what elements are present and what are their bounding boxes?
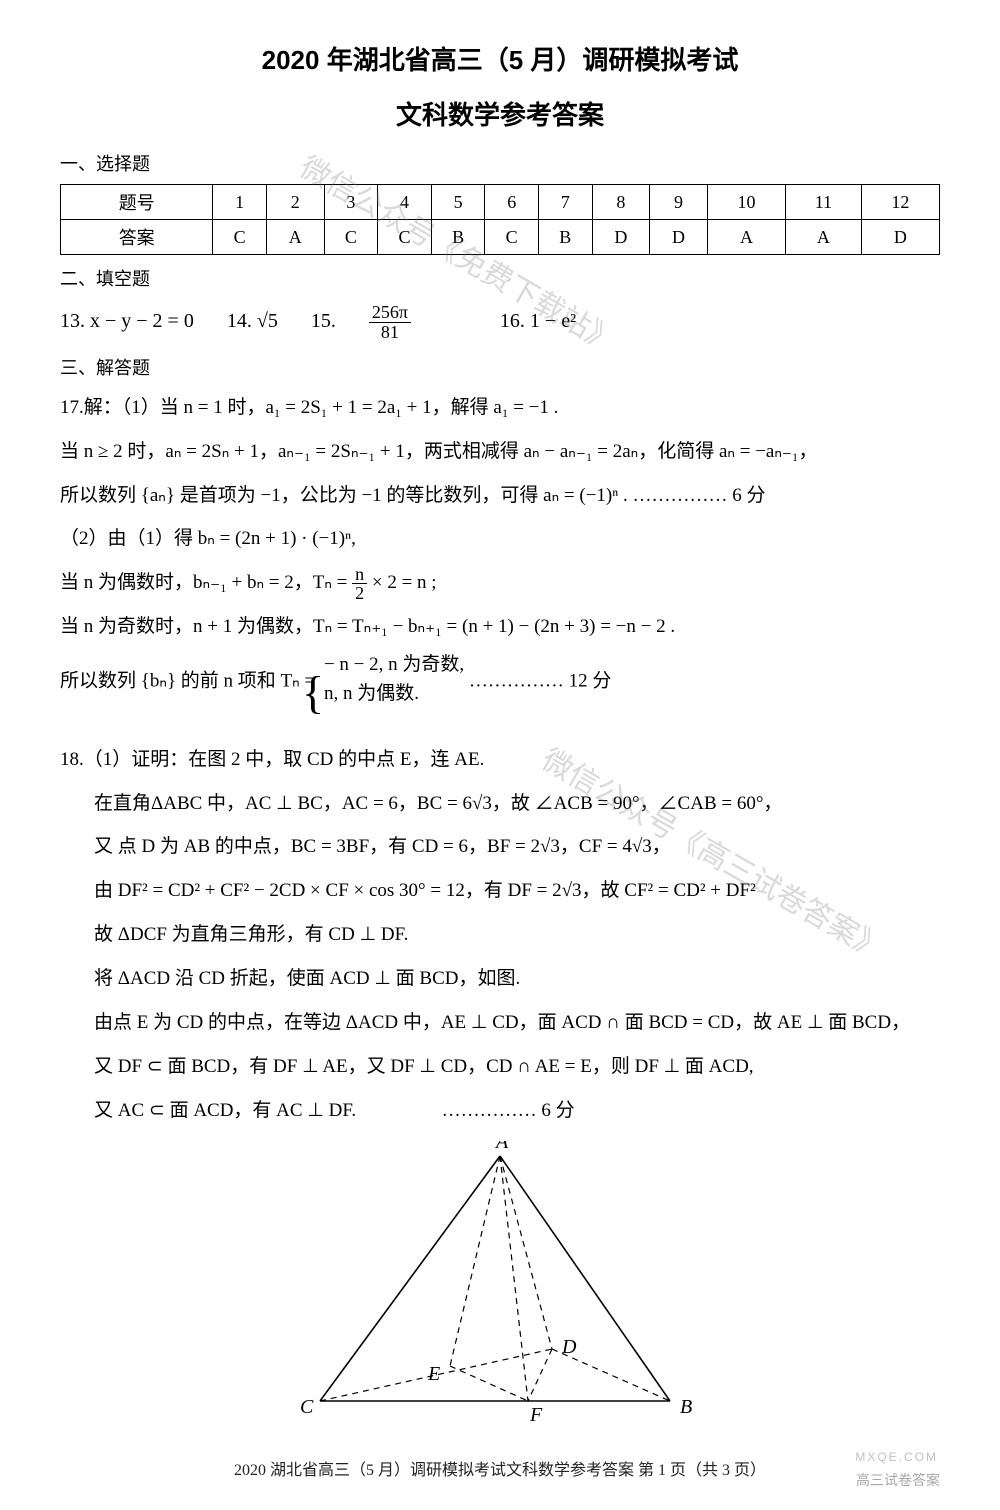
svg-text:A: A	[494, 1141, 509, 1153]
q18-line: 18.（1）证明：在图 2 中，取 CD 的中点 E，连 AE.	[60, 740, 940, 780]
svg-text:D: D	[561, 1336, 577, 1358]
ans: D	[592, 220, 650, 255]
ans: D	[861, 220, 939, 255]
table-row: 答案 C A C C B C B D D A A D	[61, 220, 940, 255]
q18-line: 故 ΔDCF 为直角三角形，有 CD ⊥ DF.	[94, 915, 940, 955]
q17-line: 所以数列 {aₙ} 是首项为 −1，公比为 −1 的等比数列，可得 aₙ = (…	[60, 476, 940, 516]
section-fill-label: 二、填空题	[60, 265, 940, 291]
q18-line: 将 ΔACD 沿 CD 折起，使面 ACD ⊥ 面 BCD，如图.	[94, 959, 940, 999]
score-marker: …………… 6 分	[442, 1100, 575, 1121]
q17-line: 当 n ≥ 2 时，aₙ = 2Sₙ + 1，aₙ₋₁ = 2Sₙ₋₁ + 1，…	[60, 432, 940, 472]
page-title-main: 2020 年湖北省高三（5 月）调研模拟考试	[60, 40, 940, 77]
q17-line: 当 n 为偶数时，bₙ₋₁ + bₙ = 2，Tₙ = n2 × 2 = n ;	[60, 563, 940, 603]
ans: C	[378, 220, 432, 255]
qnum: 8	[592, 185, 650, 220]
mc-answer-table: 题号 1 2 3 4 5 6 7 8 9 10 11 12 答案 C A C C…	[60, 184, 940, 255]
qnum: 6	[485, 185, 539, 220]
ans: A	[786, 220, 862, 255]
ans: C	[485, 220, 539, 255]
qnum: 4	[378, 185, 432, 220]
row-header: 答案	[61, 220, 213, 255]
score-marker: …………… 12 分	[469, 671, 612, 692]
qnum: 10	[707, 185, 785, 220]
ans: A	[266, 220, 324, 255]
ans: A	[707, 220, 785, 255]
table-row: 题号 1 2 3 4 5 6 7 8 9 10 11 12	[61, 185, 940, 220]
svg-text:B: B	[680, 1396, 692, 1418]
qnum: 12	[861, 185, 939, 220]
ans: B	[431, 220, 485, 255]
site-logo-text: MXQE.COM	[855, 1450, 938, 1464]
page-title-sub: 文科数学参考答案	[60, 95, 940, 132]
q18-line: 又 AC ⊂ 面 ACD，有 AC ⊥ DF. …………… 6 分	[94, 1091, 940, 1131]
watermark-small: 高三试卷答案	[856, 1470, 940, 1490]
ans: C	[213, 220, 267, 255]
ans: C	[324, 220, 378, 255]
page-footer: 2020 湖北省高三（5 月）调研模拟考试文科数学参考答案 第 1 页（共 3 …	[60, 1456, 940, 1480]
section-mc-label: 一、选择题	[60, 150, 940, 176]
qnum: 5	[431, 185, 485, 220]
score-marker: …………… 6 分	[633, 485, 766, 506]
qnum: 9	[650, 185, 708, 220]
q17-line: 当 n 为奇数时，n + 1 为偶数，Tₙ = Tₙ₊₁ − bₙ₊₁ = (n…	[60, 607, 940, 647]
section-solve-label: 三、解答题	[60, 354, 940, 380]
svg-text:E: E	[427, 1363, 440, 1385]
ans: B	[538, 220, 592, 255]
q18-line: 又 点 D 为 AB 的中点，BC = 3BF，有 CD = 6，BF = 2√…	[94, 827, 940, 867]
qnum: 1	[213, 185, 267, 220]
q18-line: 在直角ΔABC 中，AC ⊥ BC，AC = 6，BC = 6√3，故 ∠ACB…	[94, 784, 940, 824]
q17-line: 17.解：（1）当 n = 1 时，a₁ = 2S₁ + 1 = 2a₁ + 1…	[60, 388, 940, 428]
qnum: 7	[538, 185, 592, 220]
fill-15: 15. 256π81	[311, 310, 472, 332]
fill-13: 13. x − y − 2 = 0	[60, 310, 194, 332]
q17-line: （2）由（1）得 bₙ = (2n + 1) · (−1)ⁿ,	[60, 519, 940, 559]
qnum: 2	[266, 185, 324, 220]
fill-answers: 13. x − y − 2 = 0 14. √5 15. 256π81 16. …	[60, 303, 940, 342]
svg-text:F: F	[529, 1404, 543, 1426]
geometry-diagram: A B C D E F	[60, 1141, 940, 1436]
q18-line: 由 DF² = CD² + CF² − 2CD × CF × cos 30° =…	[94, 871, 940, 911]
qnum: 3	[324, 185, 378, 220]
qnum: 11	[786, 185, 862, 220]
svg-text:C: C	[300, 1396, 314, 1418]
ans: D	[650, 220, 708, 255]
row-header: 题号	[61, 185, 213, 220]
q18-line: 又 DF ⊂ 面 BCD，有 DF ⊥ AE，又 DF ⊥ CD，CD ∩ AE…	[94, 1047, 940, 1087]
fill-14: 14. √5	[227, 310, 278, 332]
q17-line: 所以数列 {bₙ} 的前 n 项和 Tₙ = − n − 2, n 为奇数, n…	[60, 651, 940, 713]
fill-16: 16. 1 − e²	[500, 310, 576, 332]
q18-line: 由点 E 为 CD 的中点，在等边 ΔACD 中，AE ⊥ CD，面 ACD ∩…	[94, 1003, 940, 1043]
